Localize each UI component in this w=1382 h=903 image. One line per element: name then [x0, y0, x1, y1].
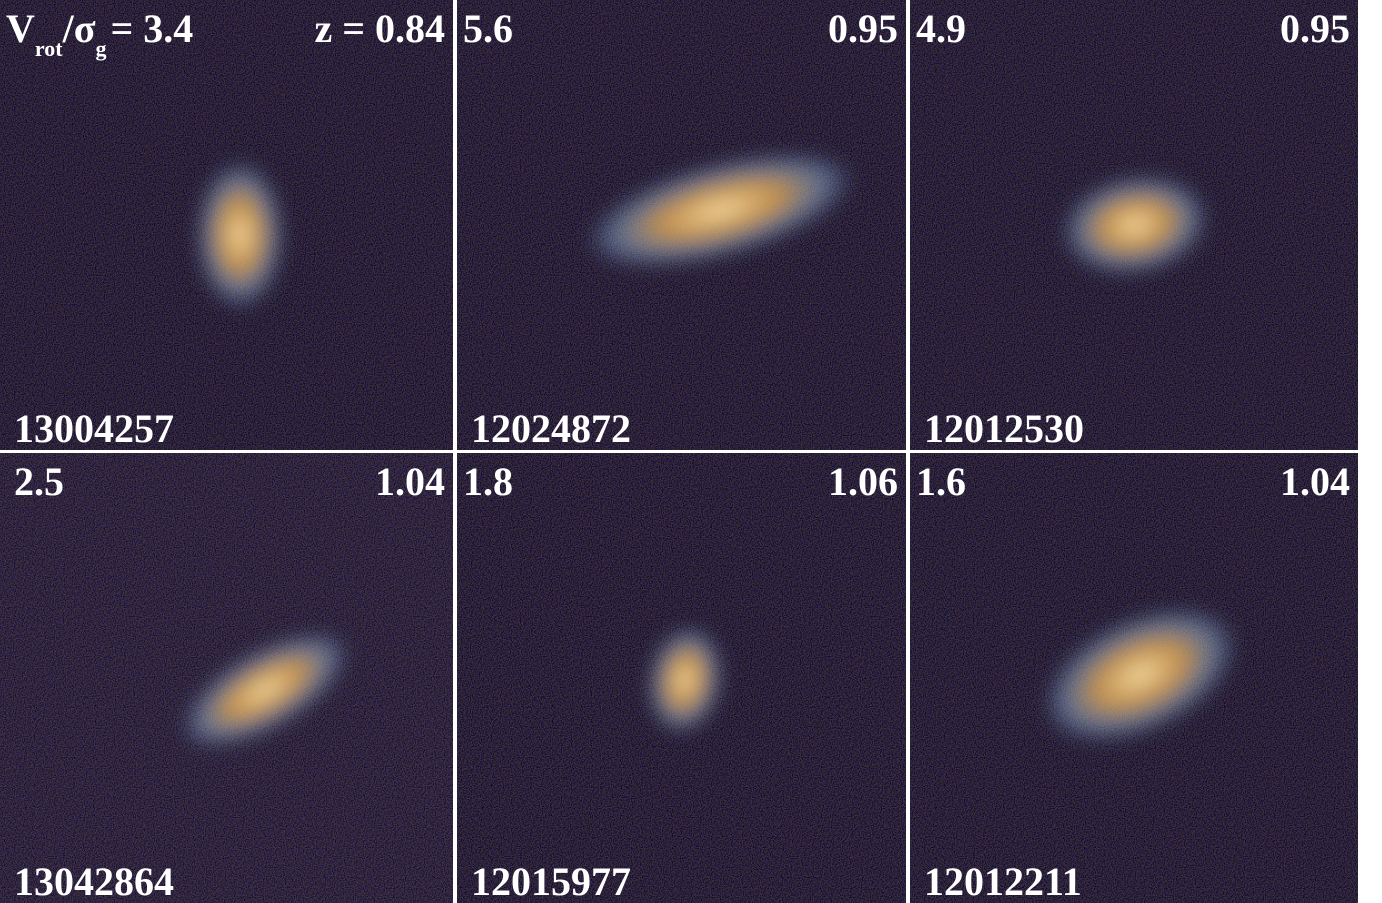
redshift: 1.06	[828, 459, 898, 504]
panel: 1.6 1.04 12012211	[910, 453, 1358, 903]
panel: 4.9 0.95 12012530	[910, 0, 1358, 451]
galaxy	[1060, 174, 1210, 276]
galaxy	[195, 160, 285, 310]
redshift: 1.04	[375, 459, 445, 504]
panel: 2.5 1.04 13042864	[0, 453, 453, 903]
galaxy-id: 13004257	[14, 406, 174, 451]
panel: 1.8 1.06 12015977	[457, 453, 906, 903]
ratio-value: 1.6	[916, 459, 966, 504]
redshift: z = 0.84	[314, 6, 445, 51]
ratio-label-part: rot	[35, 36, 63, 61]
redshift: 0.95	[1280, 6, 1350, 51]
galaxy	[1041, 606, 1239, 744]
ratio-label-part: /σ	[62, 6, 96, 51]
ratio-value: 1.8	[463, 459, 513, 504]
ratio-value: 5.6	[463, 6, 513, 51]
galaxy-id: 12024872	[471, 406, 631, 451]
galaxy	[584, 151, 856, 269]
galaxy-id: 12012530	[924, 406, 1084, 451]
redshift: 1.04	[1280, 459, 1350, 504]
panel: 5.6 0.95 12024872	[457, 0, 906, 451]
ratio-label: Vrot/σg = 3.4	[6, 6, 193, 61]
galaxy-id: 12015977	[471, 859, 631, 903]
ratio-label-part: g	[95, 36, 106, 61]
galaxy-id: 12012211	[924, 859, 1082, 903]
galaxy	[646, 625, 724, 735]
panel: Vrot/σg = 3.4 z = 0.84 13004257	[0, 0, 453, 451]
ratio-value: 2.5	[14, 459, 64, 504]
ratio-label-part: V	[6, 6, 35, 51]
galaxy-id: 13042864	[14, 859, 174, 903]
galaxy	[180, 631, 350, 749]
ratio-value: 4.9	[916, 6, 966, 51]
redshift: 0.95	[828, 6, 898, 51]
ratio-value: = 3.4	[110, 6, 193, 51]
